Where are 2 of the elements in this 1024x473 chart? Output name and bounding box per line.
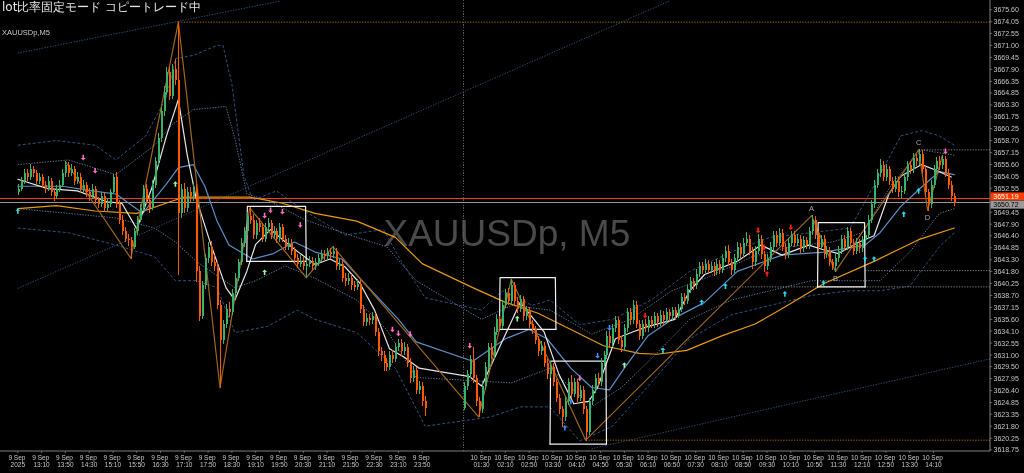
annotation: lot比率固定モード コピートレード中 bbox=[2, 0, 202, 14]
title: XAUUSDp, M5 bbox=[383, 212, 631, 254]
